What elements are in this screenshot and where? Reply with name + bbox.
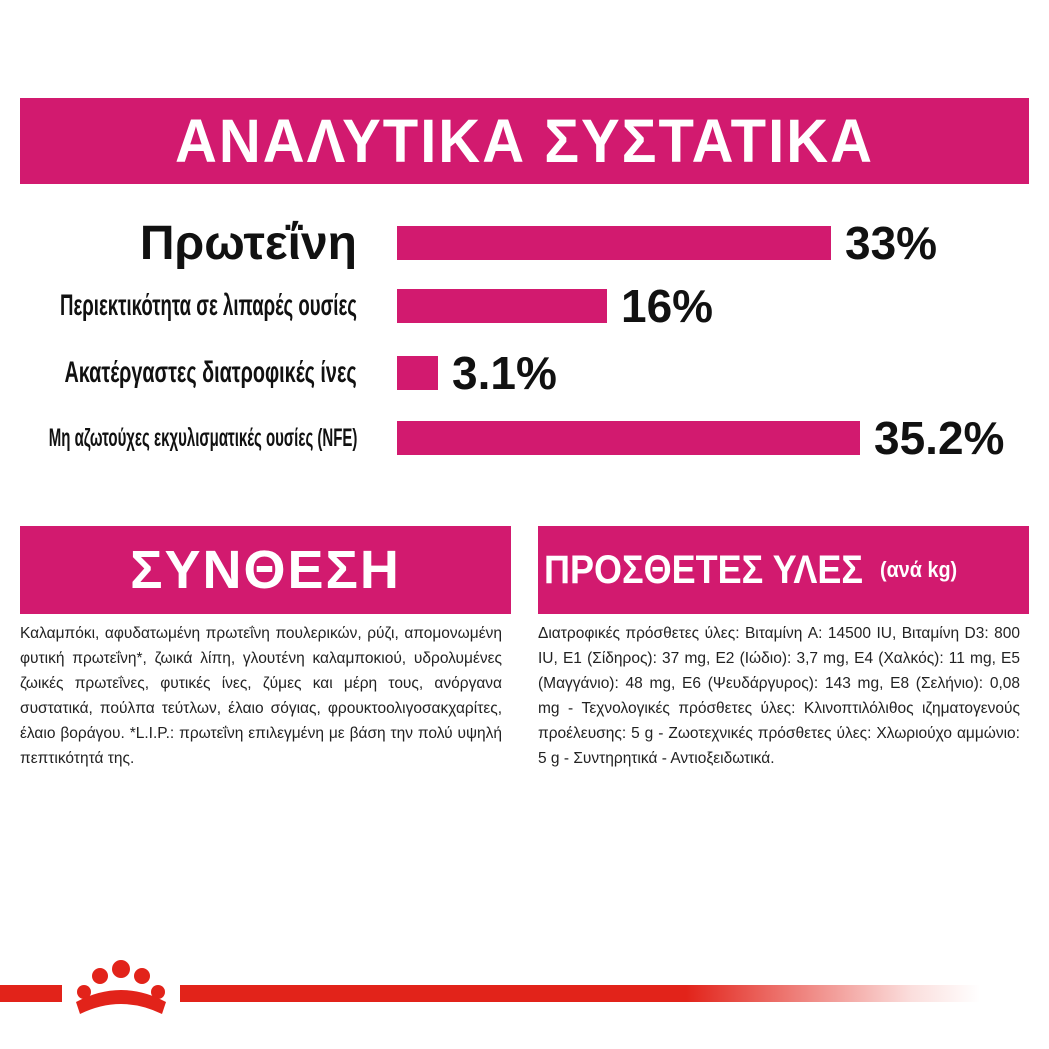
- chart-row: Πρωτεΐνη 33%: [0, 216, 1049, 270]
- additives-text: Διατροφικές πρόσθετες ύλες: Βιταμίνη A: …: [538, 625, 1020, 767]
- bar-value-label: 33%: [845, 217, 938, 269]
- bar: [397, 226, 831, 260]
- bar: [397, 356, 438, 390]
- bar: [397, 289, 607, 323]
- footer-red-line: [0, 985, 980, 1002]
- chart-row: Μη αζωτούχες εκχυλισματικές ουσίες (NFE)…: [0, 412, 1049, 464]
- analytical-constituents-title: ΑΝΑΛΥΤΙΚΑ ΣΥΣΤΑΤΙΚΑ: [175, 106, 874, 176]
- bar-value-label: 16%: [621, 280, 714, 332]
- bar: [397, 421, 860, 455]
- bar-value-label: 3.1%: [452, 347, 557, 399]
- composition-banner: ΣΥΝΘΕΣΗ: [20, 526, 511, 614]
- category-label: Μη αζωτούχες εκχυλισματικές ουσίες (NFE): [48, 423, 357, 452]
- category-label: Πρωτεΐνη: [139, 216, 357, 270]
- analytical-constituents-banner: ΑΝΑΛΥΤΙΚΑ ΣΥΣΤΑΤΙΚΑ: [20, 98, 1029, 184]
- chart-row: Περιεκτικότητα σε λιπαρές ουσίες 16%: [0, 280, 1049, 332]
- chart-row: Ακατέργαστες διατροφικές ίνες 3.1%: [0, 347, 1049, 399]
- category-label: Περιεκτικότητα σε λιπαρές ουσίες: [60, 289, 357, 322]
- composition-title: ΣΥΝΘΕΣΗ: [130, 540, 401, 600]
- composition-text: Καλαμπόκι, αφυδατωμένη πρωτεΐνη πουλερικ…: [20, 625, 502, 767]
- additives-banner: ΠΡΟΣΘΕΤΕΣ ΥΛΕΣ (ανά kg): [538, 526, 1029, 614]
- category-label: Ακατέργαστες διατροφικές ίνες: [64, 356, 357, 389]
- bar-value-label: 35.2%: [874, 412, 1005, 464]
- additives-title-suffix: (ανά kg): [880, 557, 958, 582]
- additives-title: ΠΡΟΣΘΕΤΕΣ ΥΛΕΣ: [544, 547, 863, 592]
- royal-canin-crown-icon: [62, 952, 180, 1028]
